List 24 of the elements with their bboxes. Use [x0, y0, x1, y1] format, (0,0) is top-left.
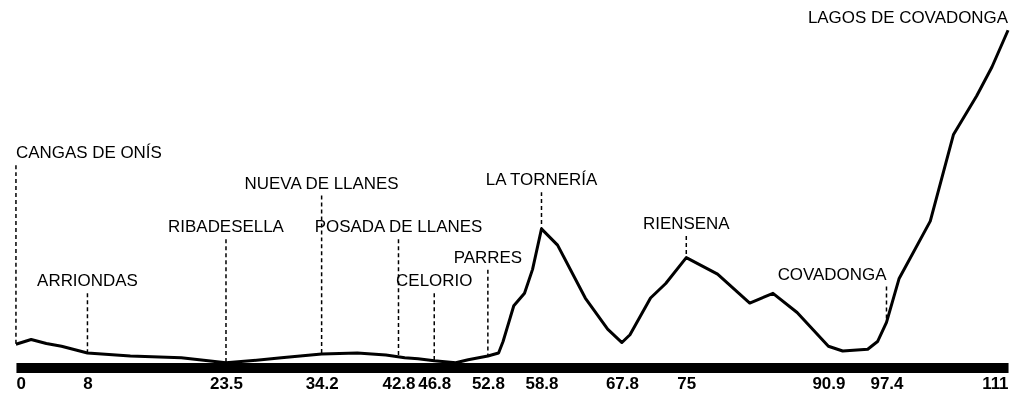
- annotation: POSADA DE LLANES: [314, 217, 483, 237]
- x-tick-label: 23.5: [210, 373, 243, 393]
- x-tick-label: 75: [677, 373, 697, 393]
- x-tick-label: 111: [982, 373, 1009, 393]
- annotation: CELORIO: [396, 271, 473, 291]
- x-tick-label: 0: [16, 373, 26, 393]
- x-tick-label: 46.8: [418, 373, 452, 393]
- annotation: CANGAS DE ONÍS: [15, 143, 162, 163]
- x-tick-label: 58.8: [525, 373, 559, 393]
- annotation: RIBADESELLA: [168, 217, 285, 237]
- x-tick-label: 42.8: [382, 373, 416, 393]
- annotation: LA TORNERÍA: [485, 170, 598, 190]
- x-tick-label: 67.8: [605, 373, 639, 393]
- annotation: COVADONGA: [777, 264, 888, 284]
- annotation: PARRES: [453, 247, 523, 267]
- x-tick-label: 97.4: [870, 373, 905, 393]
- annotation: RIENSENA: [642, 214, 731, 233]
- x-tick-label: 8: [83, 373, 93, 393]
- annotation: NUEVA DE LLANES: [244, 173, 399, 193]
- annotation: ARRIONDAS: [37, 271, 138, 291]
- annotation: LAGOS DE COVADONGA: [807, 8, 1009, 28]
- x-tick-label: 52.8: [471, 373, 505, 393]
- x-tick-label: 34.2: [305, 373, 339, 393]
- x-tick-label: 90.9: [812, 373, 846, 393]
